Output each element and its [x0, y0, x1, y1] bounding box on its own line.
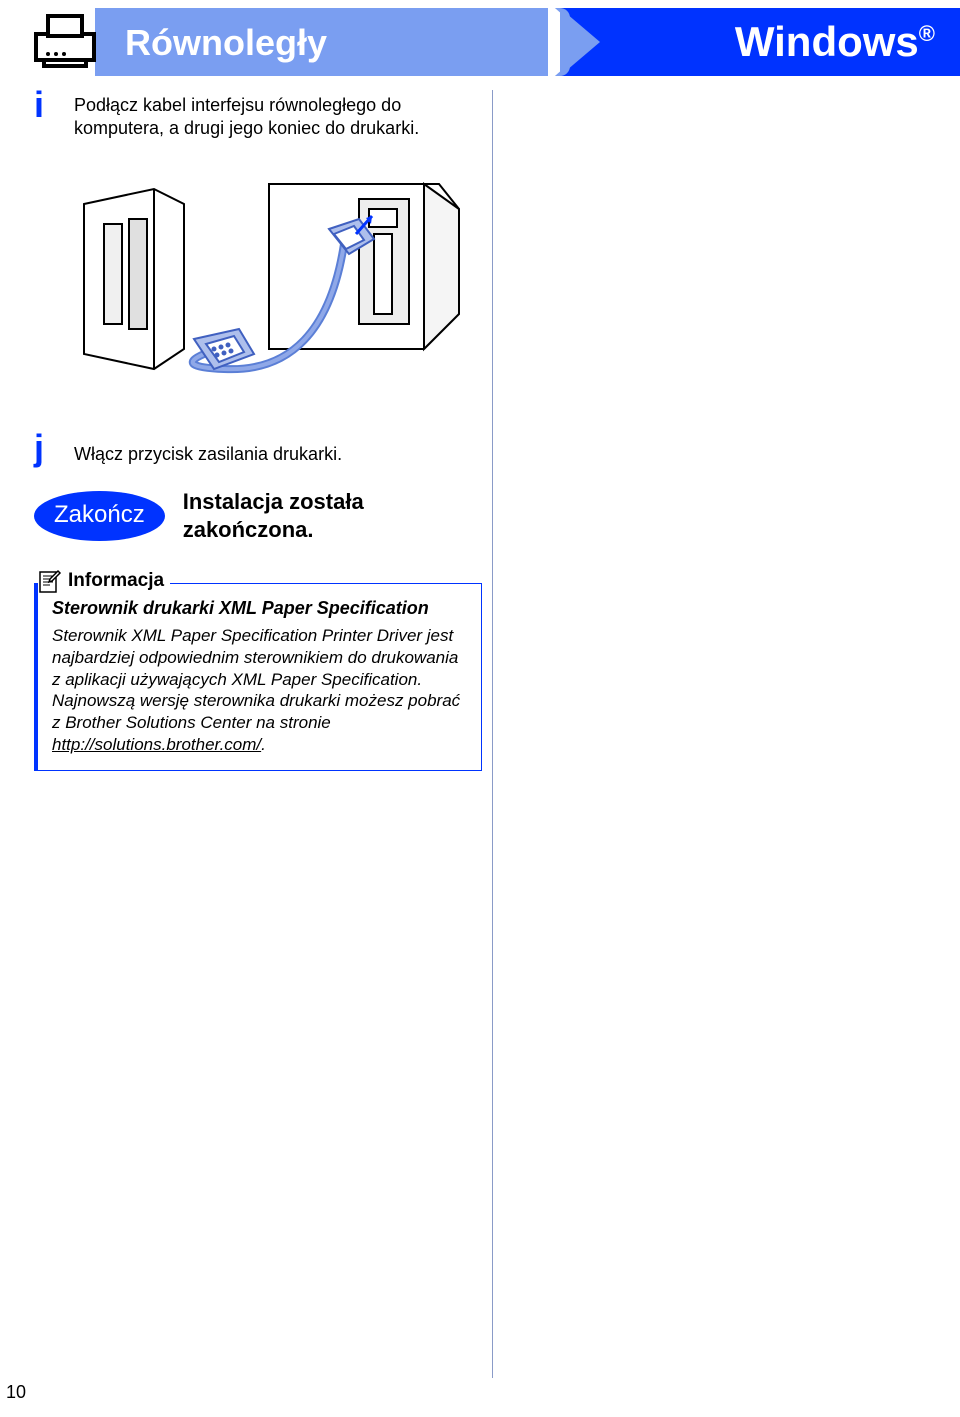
- note-icon: [38, 569, 62, 593]
- finish-badge: Zakończ: [34, 491, 165, 541]
- step-i: i Podłącz kabel interfejsu równoległego …: [34, 90, 482, 141]
- finish-line2: zakończona.: [183, 517, 314, 542]
- info-body-end: .: [261, 735, 266, 754]
- step-j: j Włącz przycisk zasilania drukarki.: [34, 439, 482, 466]
- step-j-text: Włącz przycisk zasilania drukarki.: [74, 439, 482, 466]
- step-i-text: Podłącz kabel interfejsu równoległego do…: [74, 90, 482, 141]
- finish-text: Instalacja została zakończona.: [183, 488, 364, 543]
- info-frame: Sterownik drukarki XML Paper Specificati…: [34, 583, 482, 771]
- finish-line1: Instalacja została: [183, 489, 364, 514]
- step-letter-j: j: [34, 427, 44, 469]
- header-title-left: Równoległy: [125, 22, 327, 64]
- header-arrow: [560, 8, 600, 76]
- info-link[interactable]: http://solutions.brother.com/: [52, 735, 261, 754]
- info-title: Sterownik drukarki XML Paper Specificati…: [52, 598, 467, 619]
- column-divider: [492, 90, 493, 1378]
- page-number: 10: [6, 1382, 26, 1403]
- header-title-right: Windows®: [735, 18, 935, 66]
- step-letter-i: i: [34, 84, 44, 126]
- os-name: Windows: [735, 18, 919, 65]
- info-header: Informacja: [38, 569, 170, 593]
- info-body: Sterownik XML Paper Specification Printe…: [52, 625, 467, 756]
- header-bar: Równoległy Windows®: [0, 8, 960, 76]
- printer-icon: [34, 14, 96, 70]
- info-header-label: Informacja: [68, 570, 164, 592]
- registered-mark: ®: [919, 21, 935, 46]
- cable-connection-illustration: [74, 174, 464, 399]
- info-box: Informacja Sterownik drukarki XML Paper …: [34, 583, 482, 771]
- finish-row: Zakończ Instalacja została zakończona.: [34, 488, 482, 543]
- content-column: i Podłącz kabel interfejsu równoległego …: [34, 90, 482, 771]
- info-body-text: Sterownik XML Paper Specification Printe…: [52, 626, 460, 732]
